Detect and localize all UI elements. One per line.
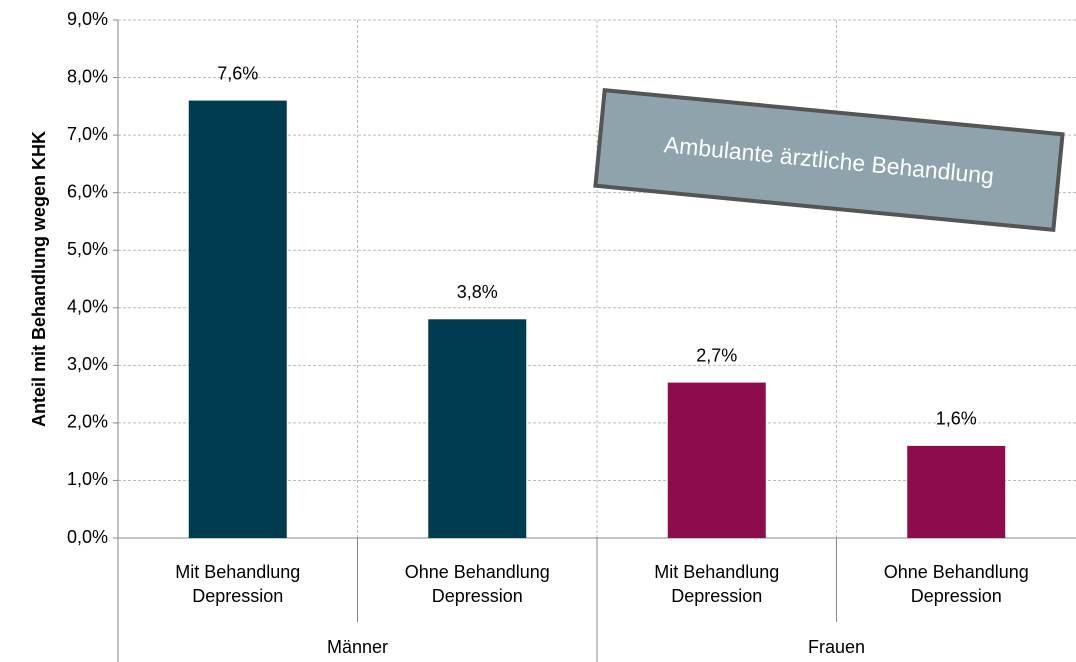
value-label: 2,7%	[696, 345, 737, 365]
x-tick-label: Mit Behandlung Depression	[175, 562, 301, 606]
annotation-box	[593, 87, 1065, 233]
y-tick-label: 9,0%	[67, 9, 108, 29]
y-tick-label: 4,0%	[67, 297, 108, 317]
value-label: 3,8%	[457, 282, 498, 302]
value-label: 1,6%	[936, 409, 977, 429]
bar	[907, 445, 1006, 538]
y-tick-label: 8,0%	[67, 66, 108, 86]
y-tick-label: 3,0%	[67, 354, 108, 374]
x-tick-label: Ohne Behandlung Depression	[404, 562, 550, 606]
y-tick-label: 7,0%	[67, 124, 108, 144]
bar	[428, 319, 527, 538]
group-label: Frauen	[808, 637, 865, 657]
bar	[188, 100, 287, 539]
y-tick-label: 2,0%	[67, 412, 108, 432]
y-tick-label: 1,0%	[67, 469, 108, 489]
group-label: Männer	[327, 637, 388, 657]
value-label: 7,6%	[217, 63, 258, 83]
bar	[667, 382, 766, 538]
y-tick-label: 0,0%	[67, 527, 108, 547]
x-tick-label: Mit Behandlung Depression	[654, 562, 780, 606]
x-tick-label: Ohne Behandlung Depression	[883, 562, 1029, 606]
y-tick-label: 6,0%	[67, 181, 108, 201]
y-axis-label: Anteil mit Behandlung wegen KHK	[29, 131, 49, 427]
annotation: Ambulante ärztliche Behandlung	[593, 87, 1065, 233]
y-tick-label: 5,0%	[67, 239, 108, 259]
